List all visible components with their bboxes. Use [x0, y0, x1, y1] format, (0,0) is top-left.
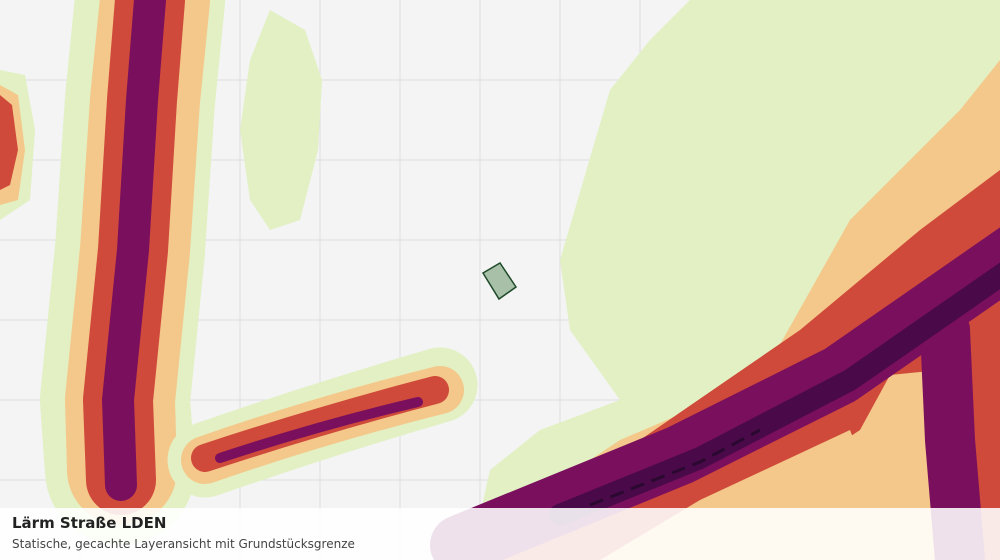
map-title: Lärm Straße LDEN	[12, 514, 167, 532]
noise-zone-high-left	[0, 95, 18, 190]
caption-bar: Lärm Straße LDEN Statische, gecachte Lay…	[0, 508, 1000, 560]
noise-band-very-high	[102, 0, 166, 501]
road-bands-vertical	[40, 0, 225, 545]
noise-band-very-high	[215, 397, 423, 463]
noise-zone-low-island	[240, 10, 322, 230]
noise-band-extreme	[549, 262, 1000, 526]
road-bands-horizontal	[167, 347, 478, 498]
parcel-boundary[interactable]	[481, 261, 518, 301]
road-centerline	[589, 428, 761, 507]
map-subtitle: Statische, gecachte Layeransicht mit Gru…	[12, 537, 355, 551]
